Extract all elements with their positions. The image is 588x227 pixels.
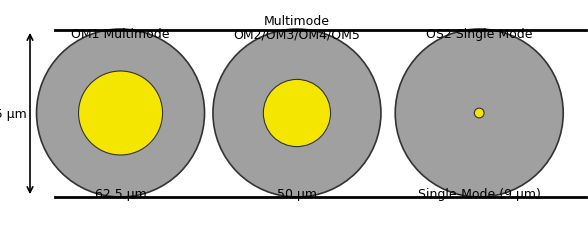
Circle shape bbox=[213, 30, 381, 197]
Text: 125 μm: 125 μm bbox=[0, 108, 27, 121]
Circle shape bbox=[79, 72, 162, 155]
Text: Single-Mode (9 μm): Single-Mode (9 μm) bbox=[418, 187, 540, 200]
Text: Multimode: Multimode bbox=[264, 15, 330, 28]
Circle shape bbox=[36, 30, 205, 197]
Text: OM2/OM3/OM4/OM5: OM2/OM3/OM4/OM5 bbox=[233, 28, 360, 41]
Text: 62.5 μm: 62.5 μm bbox=[95, 187, 146, 200]
Circle shape bbox=[395, 30, 563, 197]
Text: OS2 Single Mode: OS2 Single Mode bbox=[426, 28, 533, 41]
Circle shape bbox=[263, 80, 330, 147]
Text: OM1 Multimode: OM1 Multimode bbox=[71, 28, 170, 41]
Circle shape bbox=[475, 109, 484, 118]
Text: 50 μm: 50 μm bbox=[277, 187, 317, 200]
